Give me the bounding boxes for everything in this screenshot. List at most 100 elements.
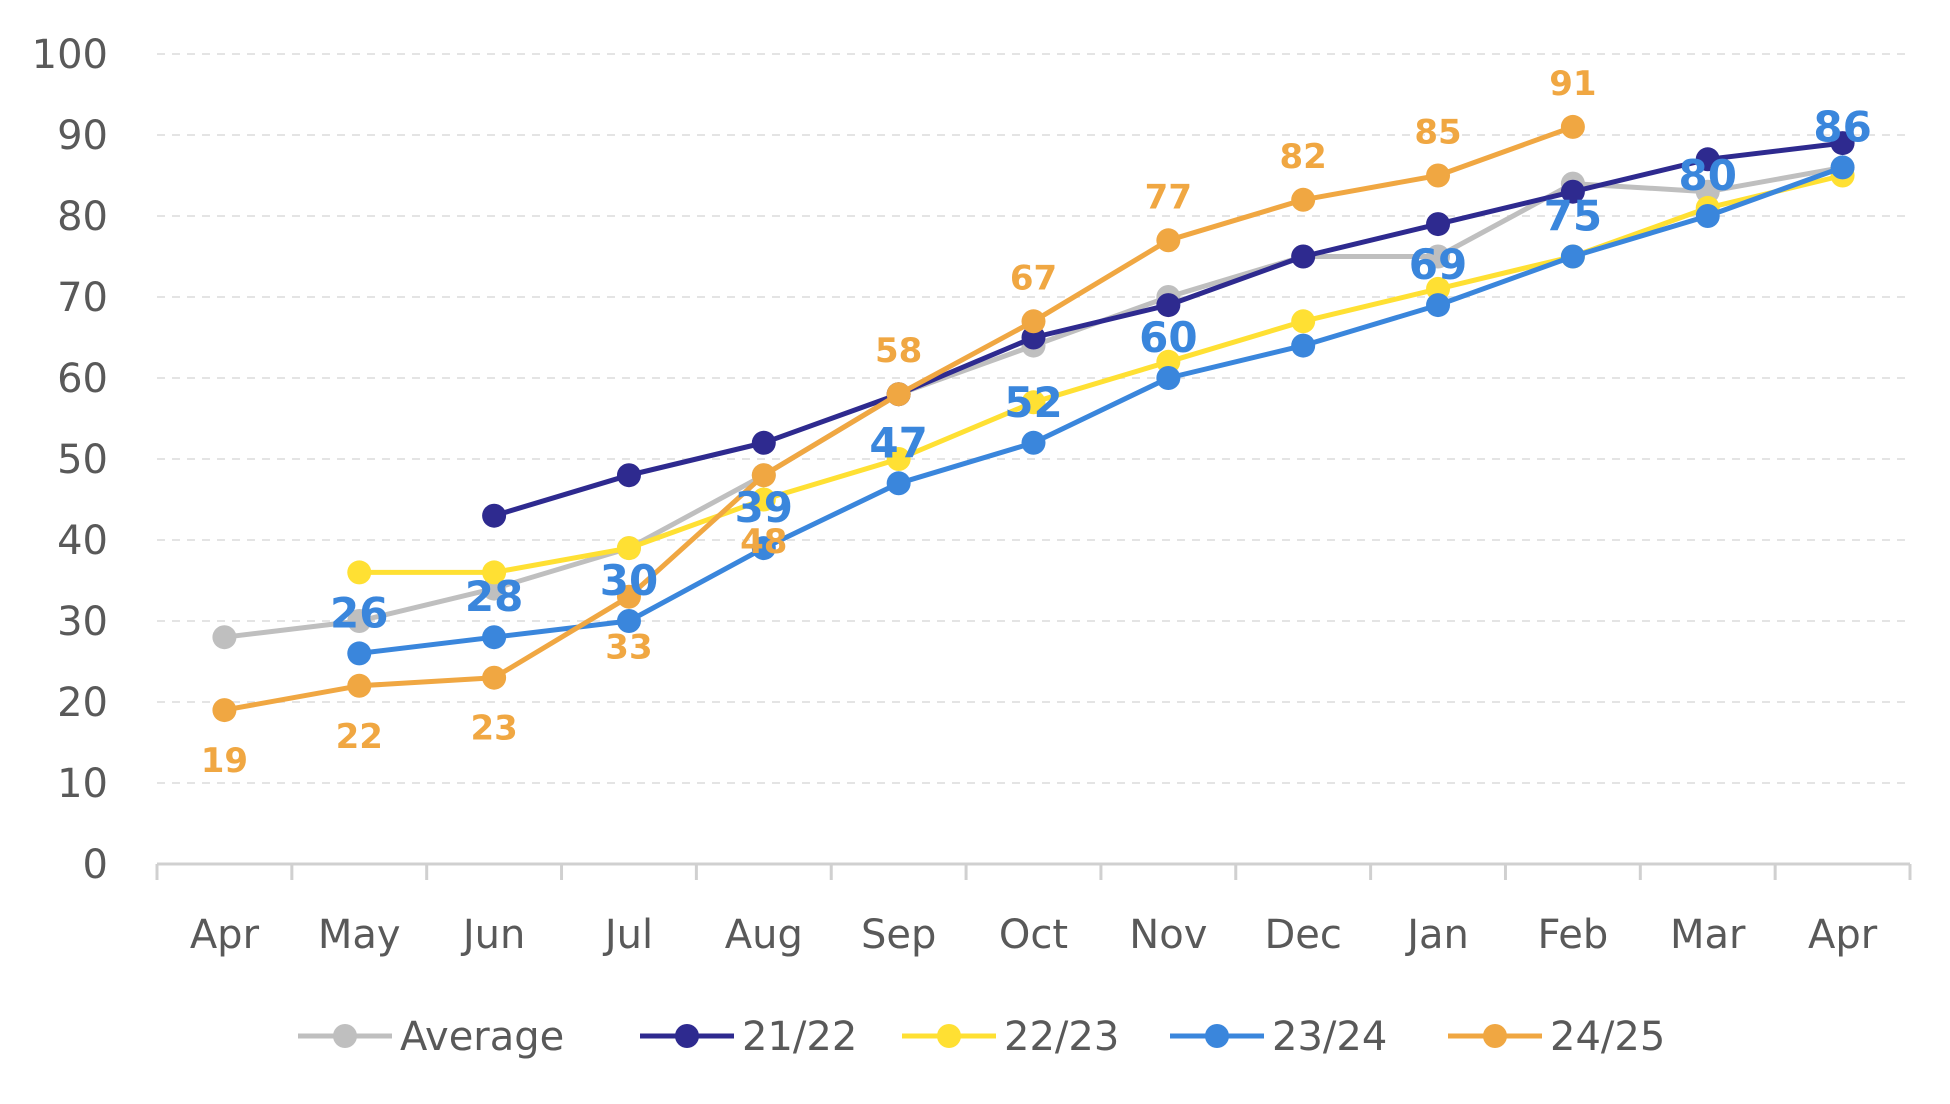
legend-swatch-marker — [1205, 1024, 1229, 1048]
data-point — [751, 536, 776, 561]
x-tick-label: Apr — [190, 912, 260, 958]
series-line — [358, 165, 1844, 656]
data-point — [751, 463, 776, 488]
data-label: 47 — [869, 418, 927, 467]
data-point — [1156, 293, 1181, 318]
y-axis: 0 10 20 30 40 50 60 70 80 90 100 — [32, 32, 108, 888]
x-tick-label: Jul — [602, 912, 653, 958]
legend-label: 23/24 — [1272, 1014, 1387, 1060]
data-label: 67 — [1010, 258, 1057, 298]
data-point — [751, 487, 776, 512]
gridlines — [157, 53, 1910, 784]
data-point — [1695, 204, 1720, 228]
legend-item-2: 22/23 — [902, 1014, 1119, 1060]
data-point — [1291, 333, 1316, 358]
data-point — [1291, 244, 1316, 269]
y-tick-label: 50 — [57, 437, 108, 483]
legend-item-1: 21/22 — [640, 1014, 857, 1060]
data-label: 77 — [1145, 177, 1192, 217]
data-label: 58 — [875, 331, 922, 371]
data-point — [616, 536, 641, 561]
x-tick-label: Sep — [861, 912, 936, 958]
series-3 — [347, 155, 1855, 666]
data-point — [347, 560, 372, 585]
data-point — [1426, 244, 1451, 269]
series-lines — [212, 114, 1855, 723]
data-point — [751, 430, 776, 455]
data-point — [616, 584, 641, 609]
y-tick-label: 100 — [32, 32, 108, 78]
y-tick-label: 0 — [83, 842, 108, 888]
data-label: 48 — [740, 522, 787, 562]
data-point — [347, 673, 372, 698]
x-tick-label: Jun — [460, 912, 526, 958]
data-point — [1560, 179, 1585, 204]
x-tick-label: May — [318, 912, 401, 958]
legend-item-4: 24/25 — [1448, 1014, 1665, 1060]
y-tick-label: 80 — [57, 194, 108, 240]
data-point — [482, 560, 507, 585]
x-tick-label: Aug — [725, 912, 803, 958]
data-point — [1695, 147, 1720, 172]
legend-label: 24/25 — [1550, 1014, 1665, 1060]
legend-label: 22/23 — [1004, 1014, 1119, 1060]
x-tick-label: Jan — [1404, 912, 1469, 958]
data-point — [1291, 309, 1316, 334]
data-point — [212, 625, 237, 650]
data-label: 82 — [1280, 137, 1327, 177]
series-2 — [347, 163, 1855, 585]
data-point — [347, 609, 372, 633]
data-label: 33 — [605, 628, 652, 668]
series-4 — [212, 114, 1585, 723]
y-tick-label: 60 — [57, 356, 108, 402]
data-label: 80 — [1679, 151, 1737, 200]
data-point — [1021, 309, 1046, 334]
data-point — [1426, 212, 1451, 237]
legend-label: 21/22 — [742, 1014, 857, 1060]
data-point — [1830, 155, 1855, 180]
data-label: 85 — [1414, 113, 1461, 153]
data-point — [482, 665, 507, 690]
legend-swatch-marker — [937, 1024, 961, 1048]
data-label: 30 — [600, 556, 658, 605]
x-tick-label: Apr — [1808, 912, 1878, 958]
x-tick-label: Nov — [1129, 912, 1207, 958]
data-label: 60 — [1139, 313, 1197, 362]
data-label: 75 — [1544, 192, 1602, 241]
data-label: 26 — [330, 588, 388, 637]
legend-label: Average — [400, 1014, 564, 1060]
y-tick-label: 20 — [57, 680, 108, 726]
legend: Average 21/22 22/23 23/24 24/25 — [298, 1014, 1665, 1060]
series-line — [359, 173, 1844, 575]
x-tick-label: Feb — [1537, 912, 1608, 958]
legend-item-3: 23/24 — [1170, 1014, 1387, 1060]
data-point — [1560, 244, 1585, 269]
data-label: 86 — [1813, 102, 1871, 151]
x-tick-label: Mar — [1670, 912, 1746, 958]
data-point — [1156, 228, 1181, 253]
data-label: 91 — [1549, 64, 1596, 104]
y-tick-label: 40 — [57, 518, 108, 564]
data-point — [482, 503, 507, 528]
data-point — [1830, 131, 1855, 156]
data-point — [1426, 293, 1451, 318]
legend-swatch-marker — [333, 1024, 357, 1048]
data-point — [886, 471, 911, 496]
legend-swatch-marker — [675, 1024, 699, 1048]
x-tick-label: Dec — [1264, 912, 1341, 958]
y-tick-label: 90 — [57, 113, 108, 159]
data-point — [616, 463, 641, 488]
data-point — [1021, 390, 1046, 415]
legend-item-0: Average — [298, 1014, 564, 1060]
data-label: 28 — [465, 572, 523, 621]
data-point — [1156, 366, 1181, 390]
data-point — [886, 382, 911, 407]
data-point — [1426, 163, 1451, 188]
data-label: 22 — [336, 717, 383, 757]
data-label: 52 — [1004, 378, 1062, 427]
data-label: 39 — [735, 483, 793, 532]
data-label: 19 — [201, 741, 248, 781]
y-tick-label: 70 — [57, 275, 108, 321]
data-point — [1021, 430, 1046, 455]
